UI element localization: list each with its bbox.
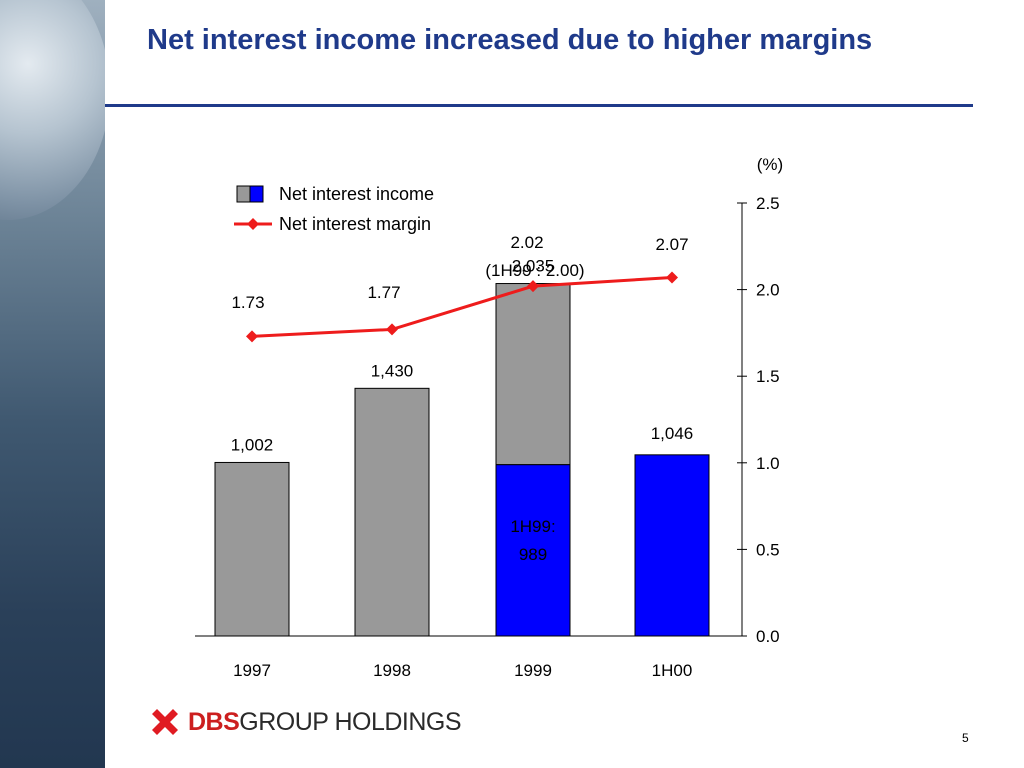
legend-swatch-gray <box>236 185 251 203</box>
bars-layer <box>214 283 710 637</box>
margin-label-1H00: 2.07 <box>655 235 688 254</box>
logo-rest: GROUP HOLDINGS <box>239 707 462 736</box>
bar-value-label-1998: 1,430 <box>371 361 414 380</box>
right-axis-unit: (%) <box>757 155 783 174</box>
margin-line <box>251 275 673 338</box>
margin-label-1997: 1.73 <box>231 293 264 312</box>
margin-label-1999: 2.02 <box>510 233 543 252</box>
right-axis-tick-label: 1.5 <box>756 367 780 386</box>
right-axis-tick-label: 2.0 <box>756 281 780 300</box>
slide-title: Net interest income increased due to hig… <box>147 24 873 56</box>
bar-gray-1998 <box>354 387 430 637</box>
dbs-x-icon <box>151 708 179 736</box>
page-number: 5 <box>962 731 969 745</box>
x-tick-label-1997: 1997 <box>233 661 271 680</box>
bar-value-label-1999: 2,035 <box>512 257 555 276</box>
logo-brand: DBS <box>188 707 240 736</box>
bar-blue-1H00 <box>634 454 710 637</box>
legend-swatch-blue <box>249 185 264 203</box>
x-tick-label-1H00: 1H00 <box>652 661 693 680</box>
x-tick-label-1999: 1999 <box>514 661 552 680</box>
bar-value-label-1997: 1,002 <box>231 435 274 454</box>
right-axis-tick-label: 0.5 <box>756 540 780 559</box>
bar-value-label-1H00: 1,046 <box>651 424 694 443</box>
right-axis: 0.0 0.5 1.0 1.5 2.0 2.5 (%) <box>195 155 783 646</box>
legend-label-income: Net interest income <box>279 184 434 204</box>
decorative-side-image <box>0 0 105 768</box>
margin-line-layer <box>246 271 678 343</box>
x-tick-label-1998: 1998 <box>373 661 411 680</box>
data-labels: 1997 1998 1999 1H00 1,002 1,430 2,035 1,046 1H99… <box>231 233 694 680</box>
logo-text: DBSGROUP HOLDINGS <box>188 707 462 737</box>
margin-marker-1998 <box>386 323 398 336</box>
dbs-logo: DBSGROUP HOLDINGS <box>148 704 462 740</box>
right-axis-tick-label: 2.5 <box>756 194 780 213</box>
title-underline <box>105 104 973 107</box>
bar-inner-label: 1H99: <box>510 517 555 536</box>
bar-gray-1999 <box>495 283 571 466</box>
legend-label-margin: Net interest margin <box>279 214 431 234</box>
right-axis-tick-label: 0.0 <box>756 627 780 646</box>
margin-label-1998: 1.77 <box>367 283 400 302</box>
legend-marker-margin <box>247 218 259 230</box>
legend: Net interest income Net interest margin <box>234 184 434 234</box>
margin-marker-1999 <box>527 280 539 293</box>
margin-extra-label: (1H99 : 2.00) <box>485 261 584 280</box>
margin-marker-1H00 <box>666 271 678 284</box>
right-axis-tick-label: 1.0 <box>756 454 780 473</box>
bar-gray-1997 <box>214 461 290 637</box>
margin-marker-1997 <box>246 330 258 343</box>
bar-inner-label: 989 <box>519 545 547 564</box>
